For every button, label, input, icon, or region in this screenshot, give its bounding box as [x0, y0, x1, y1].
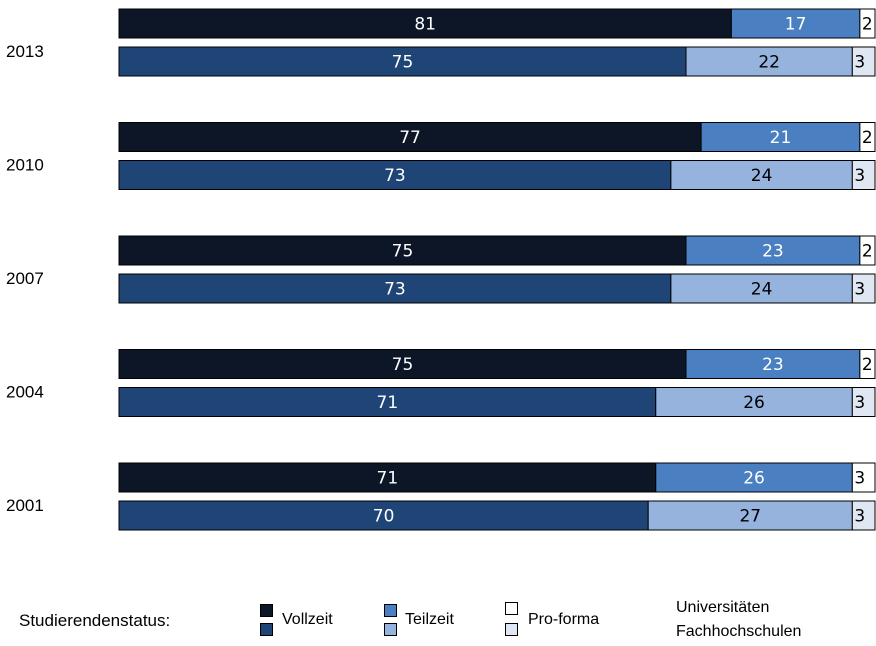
bar-segment-teilzeit-fachhochschulen: [685, 46, 853, 77]
bar-segment-proforma-fachhochschulen: [851, 46, 876, 77]
data-label: 75: [392, 242, 414, 262]
data-label: 2: [862, 128, 873, 148]
data-label: 73: [384, 280, 406, 300]
bar-segment-teilzeit-fachhochschulen: [655, 387, 853, 417]
data-label: 3: [854, 469, 865, 489]
data-label: 3: [854, 280, 865, 300]
legend-swatch-proforma-universitaeten: [505, 602, 518, 615]
data-label: 27: [739, 507, 761, 527]
legend-swatch-proforma-fachhochschulen: [505, 623, 518, 636]
bar-segment-proforma-universitaeten: [859, 8, 876, 39]
y-tick-label: 2007: [6, 269, 44, 288]
data-label: 71: [377, 469, 399, 489]
legend-swatch-teilzeit-universitaeten: [384, 604, 397, 617]
bar-segment-vollzeit-universitaeten: [118, 8, 732, 39]
data-label: 73: [384, 166, 406, 186]
bar-segment-teilzeit-universitaeten: [685, 235, 861, 266]
bar-segment-proforma-fachhochschulen: [851, 160, 876, 190]
legend-swatch-teilzeit-fachhochschulen: [384, 623, 397, 636]
bar-segment-vollzeit-universitaeten: [118, 235, 687, 266]
legend: Studierendenstatus: Vollzeit Teilzeit Pr…: [0, 585, 876, 645]
legend-label-proforma: Pro-forma: [528, 611, 600, 628]
data-label: 23: [762, 355, 784, 375]
y-tick-label: 2013: [6, 42, 44, 61]
data-label: 3: [854, 393, 865, 413]
data-label: 81: [414, 15, 436, 35]
legend-swatch-vollzeit-fachhochschulen: [260, 623, 273, 636]
bar-segment-proforma-fachhochschulen: [851, 500, 876, 531]
bar-segment-vollzeit-universitaeten: [118, 349, 687, 379]
data-label: 24: [751, 280, 773, 300]
data-label: 17: [785, 15, 807, 35]
y-tick-label: 2010: [6, 156, 44, 175]
y-tick-label: 2001: [6, 496, 44, 515]
legend-swatch-vollzeit-universitaeten: [260, 604, 273, 617]
data-label: 75: [392, 53, 414, 73]
data-label: 26: [743, 469, 765, 489]
bar-segment-teilzeit-universitaeten: [700, 122, 861, 152]
bar-segment-vollzeit-universitaeten: [118, 122, 702, 152]
bar-segment-vollzeit-fachhochschulen: [118, 273, 672, 304]
bar-segment-teilzeit-universitaeten: [685, 349, 861, 379]
data-label: 2: [862, 242, 873, 262]
bar-segment-proforma-universitaeten: [859, 349, 876, 379]
data-label: 2: [862, 355, 873, 375]
legend-group-universitaeten: Universitäten: [676, 599, 770, 616]
bar-segment-proforma-universitaeten: [851, 462, 876, 493]
bar-segment-teilzeit-fachhochschulen: [670, 273, 853, 304]
legend-group-fachhochschulen: Fachhochschulen: [676, 623, 802, 640]
bar-segment-vollzeit-universitaeten: [118, 462, 657, 493]
data-label: 77: [399, 128, 421, 148]
data-label: 24: [751, 166, 773, 186]
bar-segment-proforma-fachhochschulen: [851, 387, 876, 417]
data-label: 70: [373, 507, 395, 527]
bar-segment-proforma-universitaeten: [859, 122, 876, 152]
data-label: 26: [743, 393, 765, 413]
data-label: 21: [770, 128, 792, 148]
data-label: 75: [392, 355, 414, 375]
y-tick-label: 2004: [6, 383, 44, 402]
bar-segment-vollzeit-fachhochschulen: [118, 46, 687, 77]
bar-segment-proforma-fachhochschulen: [851, 273, 876, 304]
bar-segment-teilzeit-fachhochschulen: [670, 160, 853, 190]
legend-title: Studierendenstatus:: [19, 611, 171, 630]
data-label: 22: [758, 53, 780, 73]
bar-segment-teilzeit-universitaeten: [730, 8, 861, 39]
bar-segment-teilzeit-universitaeten: [655, 462, 853, 493]
data-label: 23: [762, 242, 784, 262]
data-label: 3: [854, 166, 865, 186]
bar-segment-teilzeit-fachhochschulen: [647, 500, 853, 531]
bar-segment-vollzeit-fachhochschulen: [118, 160, 672, 190]
legend-label-teilzeit: Teilzeit: [405, 611, 454, 628]
data-label: 71: [377, 393, 399, 413]
data-label: 3: [854, 507, 865, 527]
data-label: 2: [862, 15, 873, 35]
bar-segment-proforma-universitaeten: [859, 235, 876, 266]
bar-segment-vollzeit-fachhochschulen: [118, 387, 657, 417]
data-label: 3: [854, 53, 865, 73]
legend-label-vollzeit: Vollzeit: [282, 611, 333, 628]
